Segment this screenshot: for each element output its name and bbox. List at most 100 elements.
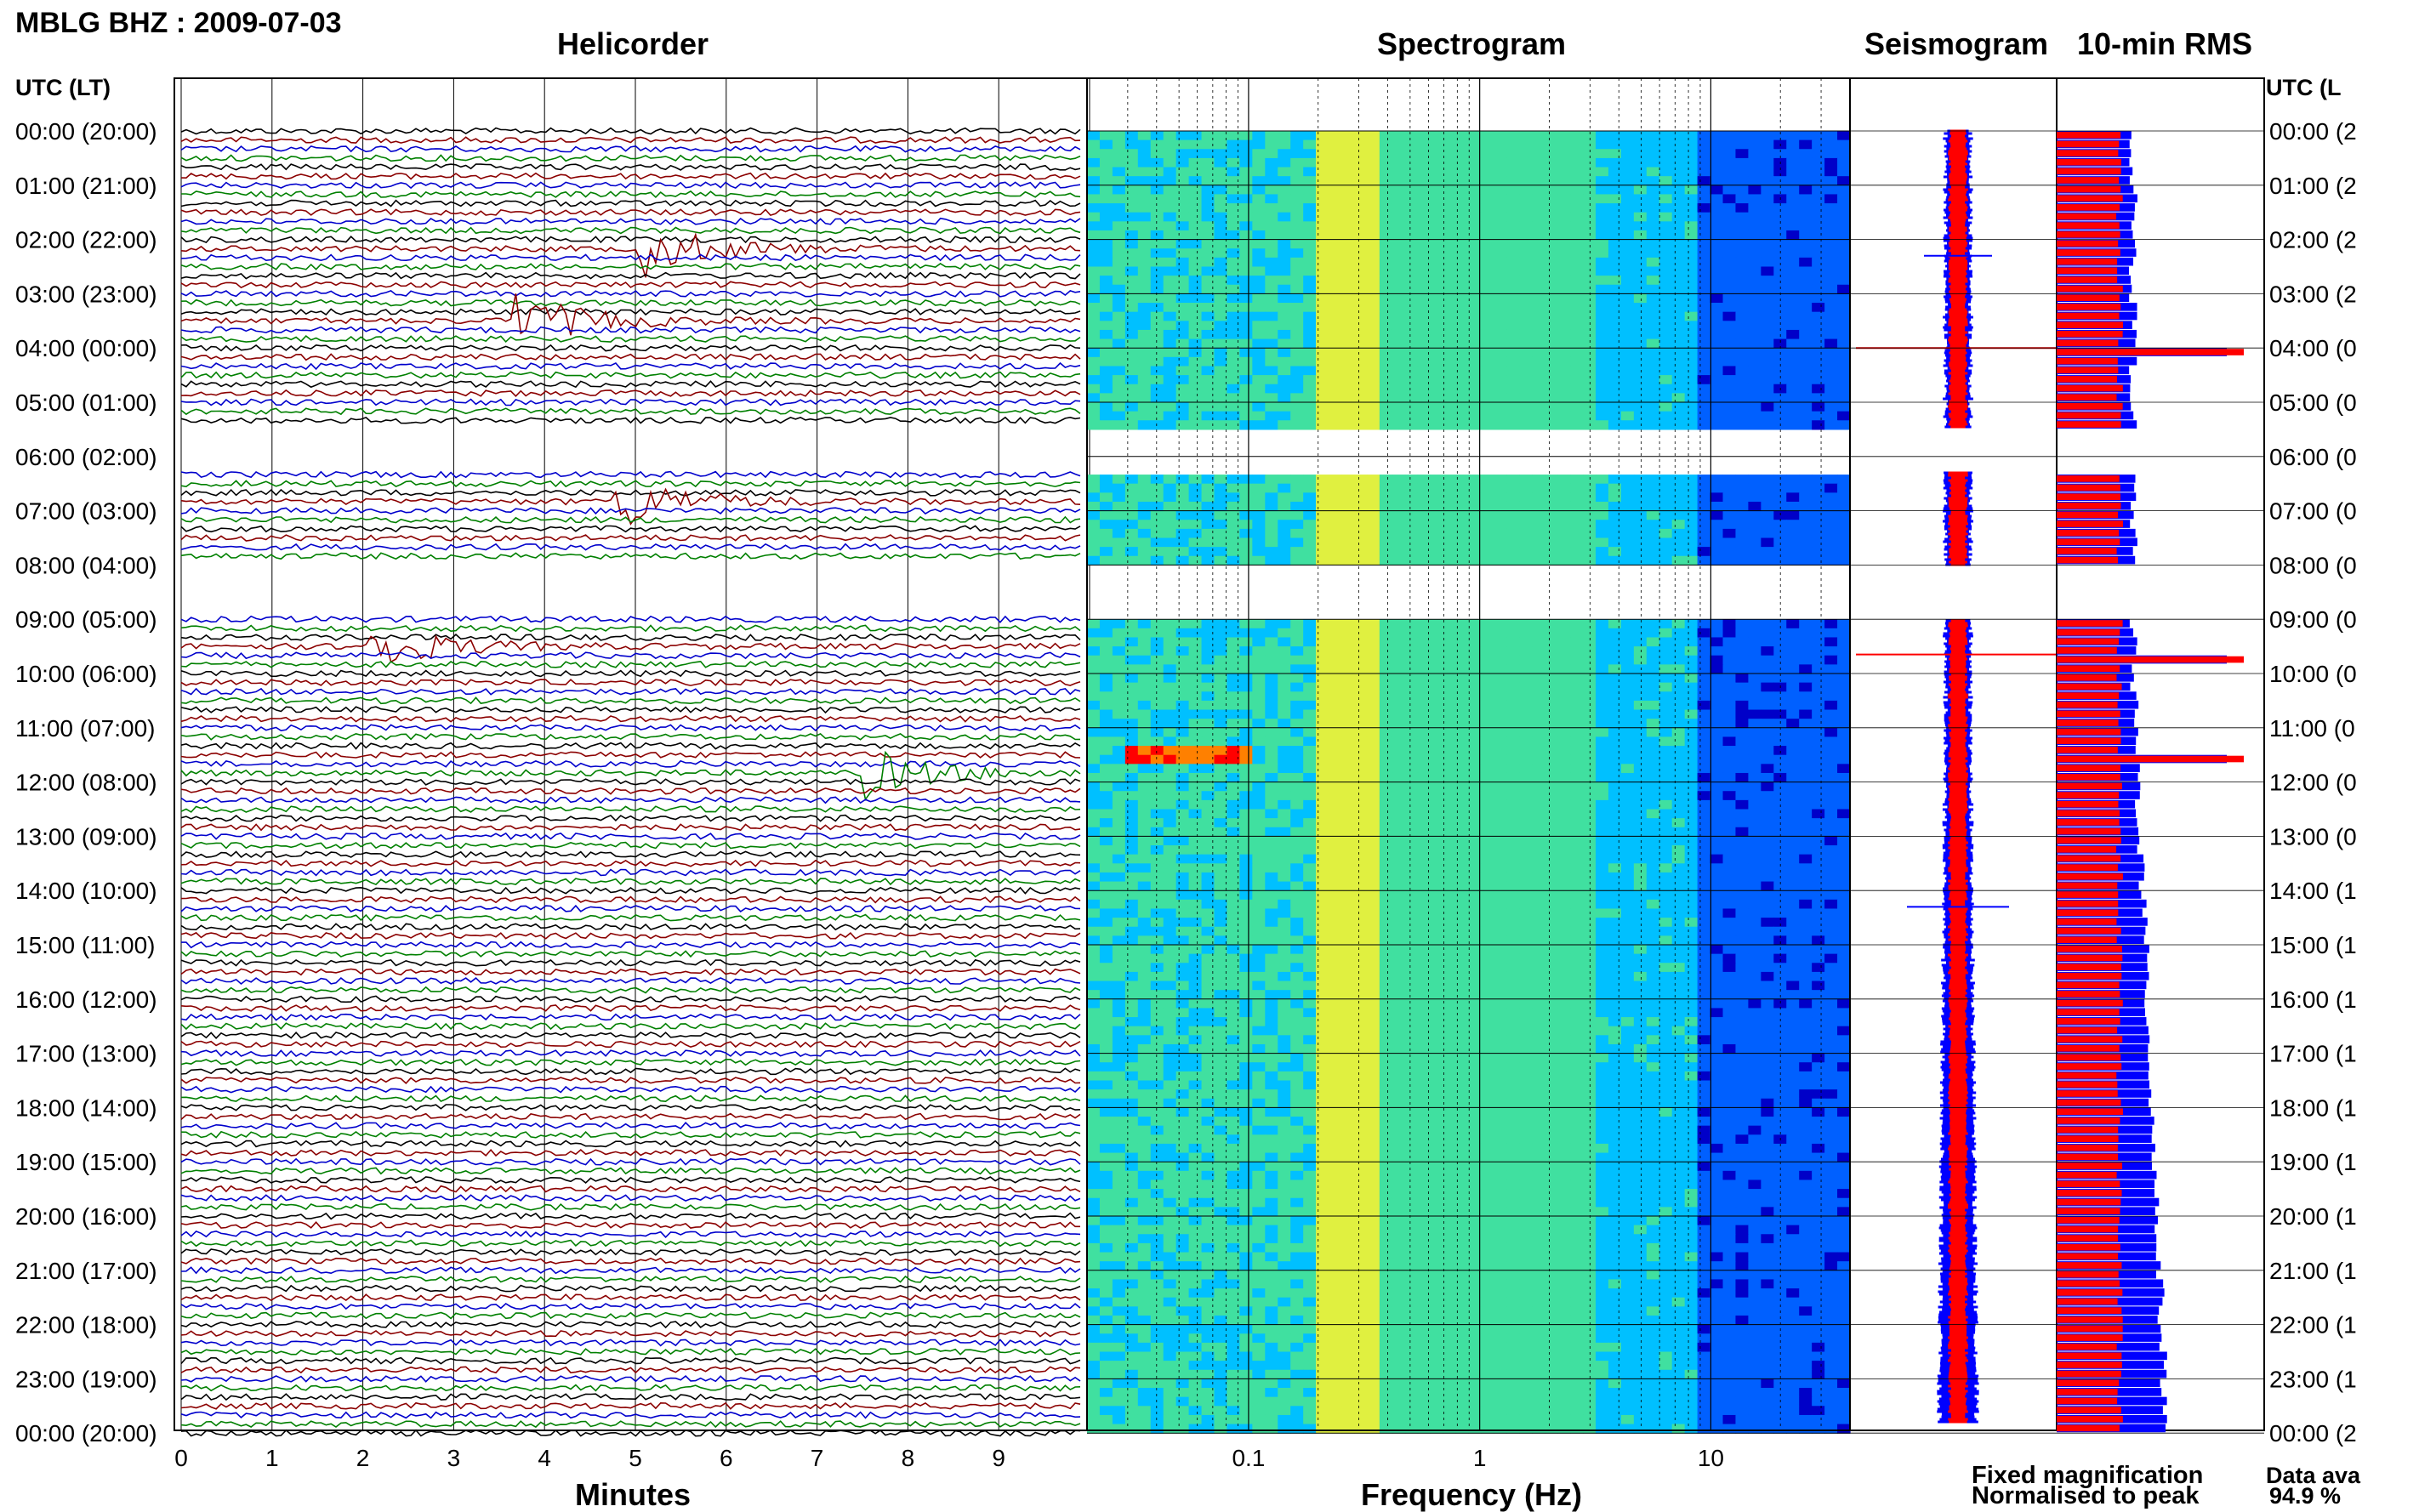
spectrogram-cell <box>1290 709 1304 719</box>
spectrogram-cell <box>1532 338 1545 349</box>
spectrogram-cell <box>1773 727 1787 738</box>
spectrogram-cell <box>1812 664 1825 674</box>
spectrogram-cell <box>1404 131 1419 141</box>
spectrogram-cell <box>1239 953 1253 963</box>
spectrogram-cell <box>1671 293 1686 304</box>
helicorder-trace <box>180 1329 1081 1338</box>
spectrogram-cell <box>1583 863 1597 873</box>
spectrogram-cell <box>1316 501 1329 512</box>
spectrogram-cell <box>1175 501 1190 512</box>
spectrogram-cell <box>1837 266 1851 276</box>
spectrogram-cell <box>1468 791 1483 801</box>
spectrogram-cell <box>1812 918 1825 928</box>
spectrogram-cell <box>1633 338 1648 349</box>
spectrogram-cell <box>1150 674 1164 684</box>
spectrogram-cell <box>1290 746 1304 756</box>
spectrogram-cell <box>1761 257 1774 268</box>
spectrogram-cell <box>1570 528 1584 539</box>
spectrogram-cell <box>1722 501 1737 512</box>
spectrogram-cell <box>1773 483 1787 493</box>
helicorder-trace <box>180 1148 1081 1157</box>
spectrogram-cell <box>1812 329 1825 340</box>
spectrogram-cell <box>1722 303 1737 313</box>
spectrogram-cell <box>1596 637 1609 647</box>
spectrogram-cell <box>1316 619 1329 629</box>
spectrogram-cell <box>1201 501 1215 512</box>
spectrogram-cell <box>1697 628 1711 639</box>
spectrogram-cell <box>1596 167 1609 177</box>
spectrogram-cell <box>1124 646 1139 657</box>
spectrogram-cell <box>1799 311 1813 321</box>
spectrogram-cell <box>1710 799 1724 810</box>
spectrogram-cell <box>1316 908 1329 918</box>
spectrogram-cell <box>1188 890 1203 901</box>
spectrogram-cell <box>1137 881 1152 891</box>
spectrogram-cell <box>1812 176 1825 186</box>
spectrogram-cell <box>1671 926 1686 936</box>
spectrogram-cell <box>1646 628 1660 639</box>
spectrogram-cell <box>1443 293 1457 304</box>
spectrogram-cell <box>1252 303 1266 313</box>
spectrogram-cell <box>1812 149 1825 159</box>
spectrogram-cell <box>1404 764 1419 774</box>
spectrogram-cell <box>1252 836 1266 846</box>
helicorder-trace <box>180 1112 1081 1121</box>
spectrogram-cell <box>1341 194 1355 204</box>
spectrogram-cell <box>1278 899 1291 910</box>
spectrogram-cell <box>1812 510 1825 520</box>
spectrogram-cell <box>1239 393 1253 403</box>
spectrogram-cell <box>1290 899 1304 910</box>
spectrogram-cell <box>1227 908 1240 918</box>
spectrogram-cell <box>1761 799 1774 810</box>
spectrogram-cell <box>1506 827 1520 837</box>
spectrogram-cell <box>1124 528 1139 539</box>
spectrogram-cell <box>1596 303 1609 313</box>
spectrogram-cell <box>1112 420 1126 430</box>
spectrogram-cell <box>1468 248 1483 259</box>
spectrogram-cell <box>1545 420 1558 430</box>
spectrogram-cell <box>1710 185 1724 196</box>
spectrogram-cell <box>1443 230 1457 241</box>
spectrogram-cell <box>1290 420 1304 430</box>
spectrogram-cell <box>1646 945 1660 955</box>
spectrogram-cell <box>1163 375 1177 385</box>
spectrogram-cell <box>1175 221 1190 231</box>
helicorder-trace <box>180 1094 1081 1103</box>
spectrogram-cell <box>1735 628 1749 639</box>
spectrogram-cell <box>1596 475 1609 485</box>
spectrogram-cell <box>1557 366 1571 376</box>
spectrogram-cell <box>1671 736 1686 747</box>
spectrogram-cell <box>1201 276 1215 286</box>
spectrogram-cell <box>1494 700 1507 711</box>
spectrogram-cell <box>1596 293 1609 304</box>
spectrogram-cell <box>1303 799 1317 810</box>
spectrogram-cell <box>1735 510 1749 520</box>
spectrogram-cell <box>1316 547 1329 557</box>
spectrogram-cell <box>1735 149 1749 159</box>
spectrogram-cell <box>1735 746 1749 756</box>
spectrogram-cell <box>1227 619 1240 629</box>
spectrogram-cell <box>1150 799 1164 810</box>
spectrogram-cell <box>1519 411 1533 421</box>
spectrogram-cell <box>1099 945 1113 955</box>
spectrogram-cell <box>1227 664 1240 674</box>
spectrogram-cell <box>1087 918 1101 928</box>
spectrogram-cell <box>1570 356 1584 367</box>
spectrogram-cell <box>1366 203 1380 213</box>
spectrogram-cell <box>1278 655 1291 665</box>
spectrogram-cell <box>1417 619 1431 629</box>
spectrogram-cell <box>1684 492 1699 503</box>
helicorder-trace <box>180 850 1081 859</box>
spectrogram-cell <box>1404 366 1419 376</box>
spectrogram-cell <box>1506 492 1520 503</box>
spectrogram-cell <box>1557 727 1571 738</box>
spectrogram-cell <box>1329 492 1342 503</box>
spectrogram-cell <box>1417 736 1431 747</box>
spectrogram-cell <box>1722 131 1737 141</box>
spectrogram-cell <box>1124 194 1139 204</box>
spectrogram-cell <box>1620 348 1635 358</box>
spectrogram-cell <box>1532 492 1545 503</box>
spectrogram-cell <box>1417 918 1431 928</box>
spectrogram-cell <box>1786 157 1800 168</box>
spectrogram-cell <box>1239 475 1253 485</box>
